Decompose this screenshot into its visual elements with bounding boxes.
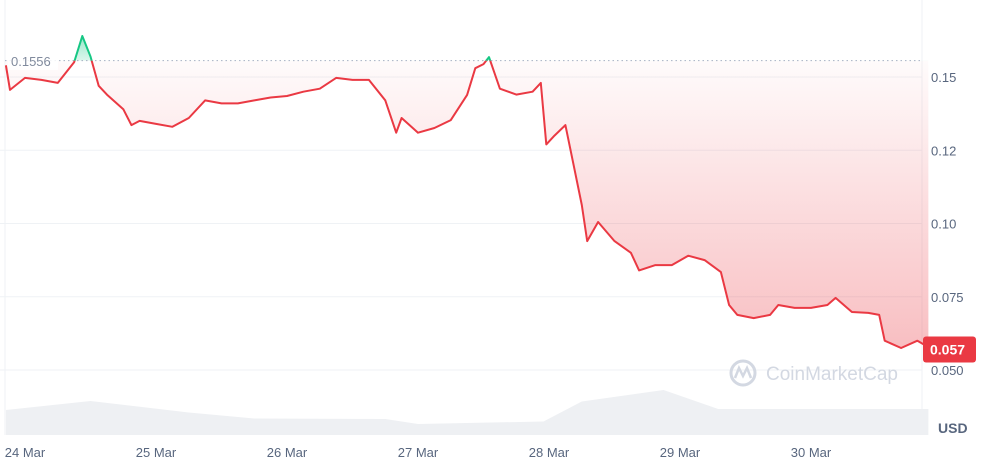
coinmarketcap-logo-icon: [729, 359, 757, 387]
x-tick-label: 30 Mar: [791, 445, 832, 460]
x-axis: 24 Mar 25 Mar 26 Mar 27 Mar 28 Mar 29 Mar 30 M…: [5, 445, 832, 460]
below-baseline-fill: [5, 60, 929, 348]
last-price-badge: 0.057: [923, 336, 976, 363]
last-price-badge-bg: [923, 336, 976, 363]
y-tick-label: 0.12: [931, 143, 956, 158]
x-tick-label: 26 Mar: [267, 445, 308, 460]
y-tick-label: 0.050: [931, 363, 964, 378]
watermark: CoinMarketCap: [729, 359, 898, 387]
baseline-label-bg: [8, 53, 58, 70]
y-tick-label: 0.15: [931, 70, 956, 85]
baseline-label: 0.1556: [11, 54, 51, 69]
currency-unit-label: USD: [938, 420, 968, 436]
y-axis: 0.15 0.12 0.10 0.075 0.050: [931, 70, 964, 378]
watermark-text: CoinMarketCap: [766, 364, 898, 385]
volume-area: [5, 390, 929, 435]
x-tick-label: 25 Mar: [136, 445, 177, 460]
x-tick-label: 29 Mar: [660, 445, 701, 460]
coinmarketcap-logo-mark: [733, 364, 753, 379]
x-tick-label: 27 Mar: [398, 445, 439, 460]
y-tick-label: 0.075: [931, 290, 964, 305]
y-tick-label: 0.10: [931, 217, 956, 232]
last-price-label: 0.057: [930, 341, 965, 357]
x-tick-label: 24 Mar: [5, 445, 46, 460]
x-tick-label: 28 Mar: [529, 445, 570, 460]
price-line-below: [4, 60, 929, 349]
